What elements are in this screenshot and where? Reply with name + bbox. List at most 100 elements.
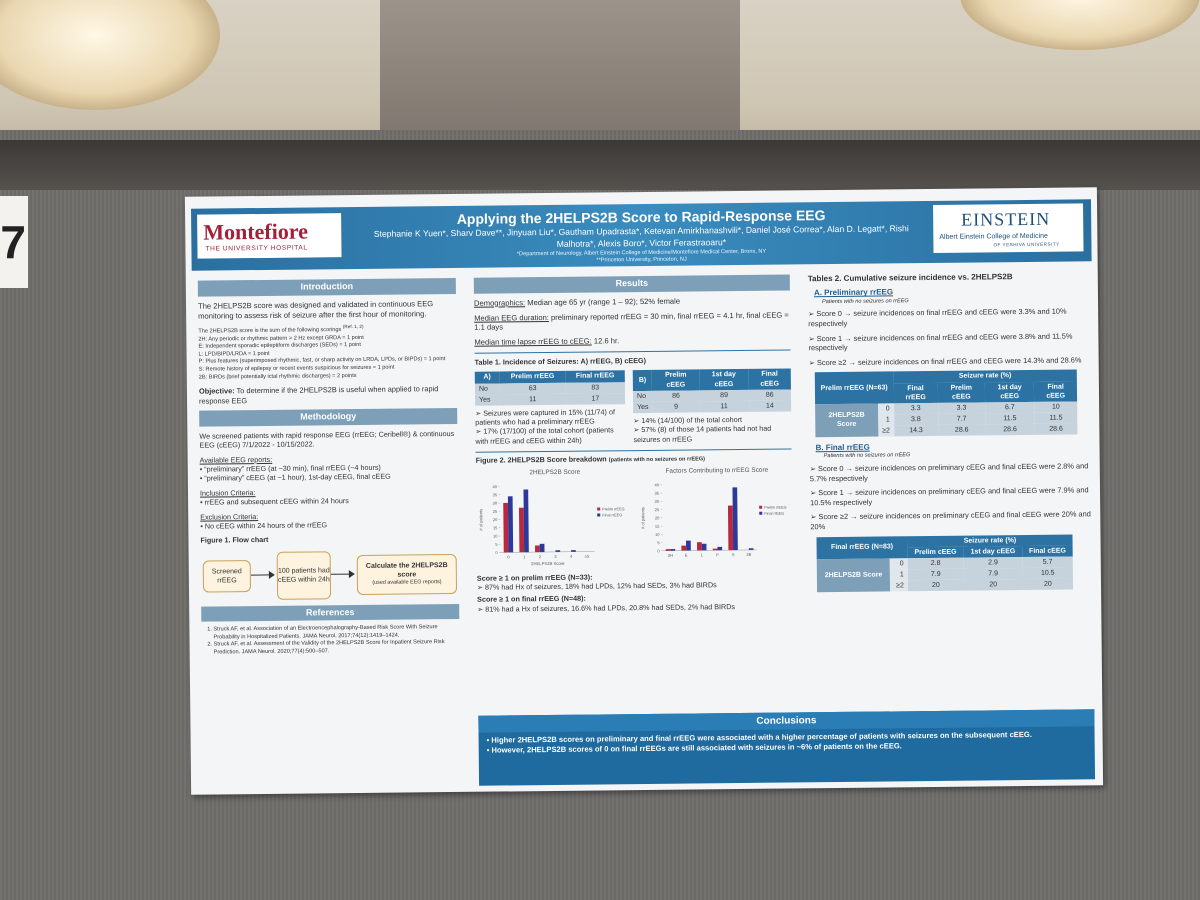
bar <box>503 502 509 553</box>
x-tick-label: 3 <box>554 554 557 559</box>
cell: 10.5 <box>1022 567 1073 580</box>
bar <box>555 549 561 552</box>
y-tick-label: 35 <box>655 490 660 495</box>
y-tick-label: 40 <box>654 482 659 487</box>
header-cell: 1st day cEEG <box>963 545 1023 558</box>
cell: 11 <box>499 393 566 406</box>
cell: 0 <box>877 403 894 415</box>
result-line: Median time lapse rrEEG to cEEG: 12.6 hr… <box>474 335 790 348</box>
y-tick-label: 25 <box>655 507 660 512</box>
text: Figure 2. 2HELPS2B Score breakdown <box>475 454 607 465</box>
bar <box>507 496 514 553</box>
bullet: Score ≥2 → seizure incidences on final r… <box>809 355 1091 368</box>
legend-label: Final rrEEG <box>602 513 622 517</box>
corner-cell: Prelim rrEEG (N=63) <box>814 371 894 404</box>
corner-cell: Final rrEEG (N=83) <box>816 535 908 560</box>
cell: 10 <box>1034 401 1078 413</box>
header-cell: 1st day cEEG <box>699 369 749 391</box>
cell: 3.3 <box>893 402 938 415</box>
y-tick-label: 20 <box>493 517 498 522</box>
row: Yes 9 11 14 <box>633 400 792 413</box>
y-tick-label: 20 <box>655 515 660 520</box>
cell: 11 <box>699 400 749 413</box>
label: Median time lapse rrEEG to cEEG: <box>474 336 592 348</box>
bar <box>697 541 702 551</box>
bullet: Score 1 → seizure incidences on final rr… <box>808 331 1090 353</box>
text: The 2HELPS2B score is the sum of the fol… <box>198 327 342 335</box>
x-tick-label: S <box>732 552 735 557</box>
bar <box>727 505 734 550</box>
bar <box>539 543 545 552</box>
reference: Struck AF, et al. Assessment of the Vali… <box>214 639 460 657</box>
y-tick-label: 0 <box>495 550 498 555</box>
section-title: Tables 2. Cumulative seizure incidence v… <box>807 272 1013 284</box>
objective: Objective: To determine if the 2HELPS2B … <box>199 384 457 406</box>
chart: 2HELPS2B Score# of patients0510152025303… <box>478 468 624 566</box>
room-label: 7 <box>0 196 28 288</box>
subtitle: (patients with no seizures on rrEEG) <box>608 456 706 464</box>
figure-title: Figure 1. Flow chart <box>200 535 269 545</box>
cell: 0 <box>890 558 908 570</box>
y-tick-label: 30 <box>493 500 498 505</box>
chart-title: 2HELPS2B Score <box>529 468 580 476</box>
logo-sub: Albert Einstein College of Medicine <box>939 232 1048 241</box>
header-cell: Final rrEEG <box>565 370 625 383</box>
chart: Factors Contributing to rrEEG Score # of … <box>640 466 786 557</box>
cell: Yes <box>474 394 500 406</box>
cell: No <box>632 390 653 402</box>
y-axis-label: # of patients <box>640 507 645 529</box>
finding-text: 87% had Hx of seizures, 18% had LPDs, 12… <box>477 580 793 593</box>
bar <box>535 545 540 552</box>
list-item: No cEEG within 24 hours of the rrEEG <box>200 519 458 531</box>
logo-sub: OF YESHIVA UNIVERSITY <box>993 241 1060 248</box>
conclusions: Conclusions Higher 2HELPS2B scores on pr… <box>478 709 1096 786</box>
reference-list: Struck AF, et al. Association of an Elec… <box>201 624 459 657</box>
table-title: Table 1. Incidence of Seizures: A) rrEEG… <box>474 356 647 367</box>
ref: (Ref. 1, 2) <box>342 324 364 330</box>
cell: 86 <box>652 390 700 402</box>
cell: 63 <box>499 382 566 395</box>
table2-block: A. Preliminary rrEEG Patients with no sei… <box>808 286 1092 438</box>
cell: 11.5 <box>985 412 1035 425</box>
cell: 1 <box>878 414 894 426</box>
x-tick-label: 1 <box>523 554 526 559</box>
header-cell: Prelim cEEG <box>907 546 964 559</box>
cell: Yes <box>633 401 653 413</box>
x-tick-label: ≥5 <box>585 553 590 558</box>
section-heading: References <box>201 603 460 622</box>
x-tick-label: 2H <box>668 552 673 557</box>
text: Screened rrEEG <box>211 567 242 585</box>
cell: 89 <box>699 389 749 402</box>
cell: 7.7 <box>937 413 986 425</box>
cell: 20 <box>963 579 1023 591</box>
bar <box>701 543 707 551</box>
y-tick-label: 30 <box>655 499 660 504</box>
x-tick-label: 4 <box>570 553 573 558</box>
text: 12.6 hr. <box>593 336 620 346</box>
cell: 17 <box>565 392 626 405</box>
cell: 28.6 <box>1034 423 1078 435</box>
x-tick-label: 0 <box>507 554 510 559</box>
row-group: 2HELPS2B Score <box>816 558 891 593</box>
label: Objective: <box>198 386 235 396</box>
bar <box>686 540 691 551</box>
bullet: Score 0 → seizure incidences on prelimin… <box>810 461 1092 483</box>
flow-node: 100 patients had cEEG within 24h <box>276 550 332 600</box>
logo-right: EINSTEIN Albert Einstein College of Medi… <box>933 203 1084 253</box>
logo-left: Montefiore THE UNIVERSITY HOSPITAL <box>197 213 342 259</box>
list: rrEEG and subsequent cEEG within 24 hour… <box>200 495 458 507</box>
scoring: The 2HELPS2B score is the sum of the fol… <box>198 323 457 381</box>
cell: 9 <box>652 401 700 413</box>
bullet: Score 0 → seizure incidences on final rr… <box>808 307 1090 329</box>
row: Yes 11 17 <box>474 392 626 406</box>
paragraph: We screened patients with rapid response… <box>199 429 455 451</box>
cell: 2.9 <box>963 556 1023 569</box>
text: Calculate the 2HELPS2B score <box>365 562 448 579</box>
cell: 28.6 <box>937 424 986 436</box>
table: Prelim rrEEG (N=63) Seizure rate (%) Final… <box>814 369 1078 438</box>
bar <box>523 489 529 553</box>
column: Introduction The 2HELPS2B score was desi… <box>197 277 460 657</box>
header-cell: Final cEEG <box>1034 381 1078 402</box>
